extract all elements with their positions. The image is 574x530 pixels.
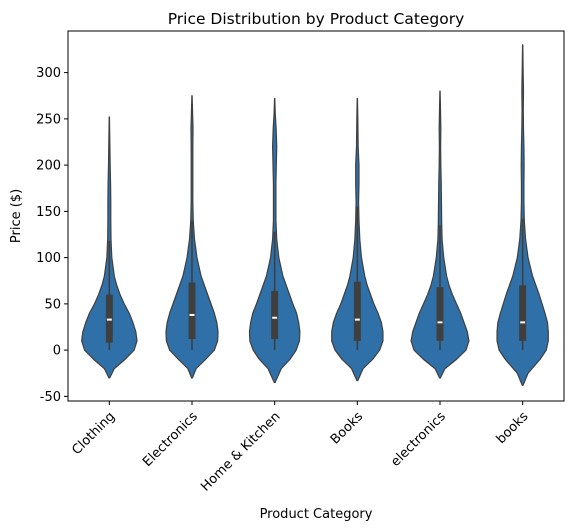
box-layer bbox=[105, 206, 527, 351]
iqr-box-4 bbox=[353, 281, 361, 341]
x-tick-label: books bbox=[494, 409, 532, 447]
iqr-box-6 bbox=[519, 285, 527, 341]
y-tick-label: 100 bbox=[36, 251, 61, 266]
x-axis-title: Product Category bbox=[260, 507, 373, 522]
y-axis-title: Price ($) bbox=[9, 189, 24, 243]
x-tick-label: Home & Kitchen bbox=[198, 409, 283, 494]
y-tick-label: 50 bbox=[44, 297, 61, 312]
y-tick-label: 0 bbox=[53, 344, 61, 359]
y-tick-label: 150 bbox=[36, 205, 61, 220]
x-tick-label: Books bbox=[328, 409, 366, 447]
violin-layer bbox=[81, 44, 549, 386]
y-tick-label: 200 bbox=[36, 159, 61, 174]
x-tick-label: Electronics bbox=[140, 409, 201, 470]
x-tick-label: Clothing bbox=[69, 409, 118, 458]
iqr-box-5 bbox=[436, 287, 444, 341]
chart-title: Price Distribution by Product Category bbox=[168, 10, 465, 28]
violin-6 bbox=[496, 44, 549, 386]
y-axis: -50 0 50 100 150 200 250 300 bbox=[36, 66, 68, 405]
plot-frame bbox=[67, 30, 565, 402]
x-tick-label: electronics bbox=[388, 409, 449, 470]
iqr-box-2 bbox=[188, 282, 196, 340]
y-tick-label: 250 bbox=[36, 112, 61, 127]
iqr-box-3 bbox=[271, 290, 279, 340]
y-tick-label: -50 bbox=[40, 390, 61, 405]
y-tick-label: 300 bbox=[36, 66, 61, 81]
